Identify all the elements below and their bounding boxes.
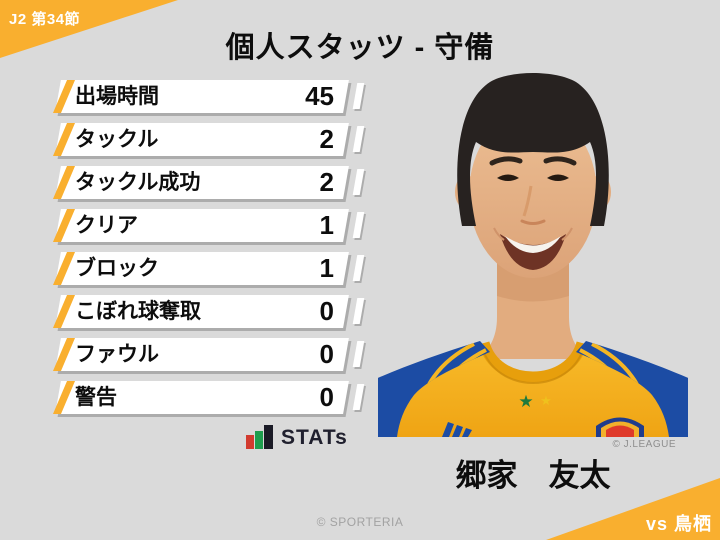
stats-wordmark: STATs xyxy=(246,424,348,450)
row-accent-stripe xyxy=(52,209,76,242)
stat-label: クリア xyxy=(75,214,138,237)
svg-text:★: ★ xyxy=(540,394,552,409)
page-title: 個人スタッツ - 守備 xyxy=(225,32,495,64)
round-badge-label: J2 第34節 xyxy=(9,11,81,28)
stat-label: こぼれ球奪取 xyxy=(75,300,201,323)
row-accent-stripe xyxy=(52,295,76,328)
row-accent-stripe xyxy=(52,338,76,371)
stat-label: ブロック xyxy=(75,257,159,280)
stat-row: こぼれ球奪取 0 xyxy=(52,295,365,328)
site-credit: © SPORTERIA xyxy=(316,515,404,529)
stats-wordmark-text: STATs xyxy=(281,426,348,449)
stat-row: 警告 0 xyxy=(52,381,365,414)
stat-value: 0 xyxy=(319,382,334,412)
stat-row: クリア 1 xyxy=(52,209,365,242)
row-accent-stripe xyxy=(52,166,76,199)
player-name: 郷家 友太 xyxy=(455,458,611,493)
row-slash-decoration xyxy=(352,83,365,109)
stat-value: 2 xyxy=(319,167,334,197)
stat-value: 1 xyxy=(319,253,334,283)
bar-chart-icon xyxy=(246,425,274,449)
row-slash-decoration xyxy=(352,384,365,410)
row-accent-stripe xyxy=(52,381,76,414)
stat-value: 2 xyxy=(319,124,334,154)
photo-credit: © J.LEAGUE xyxy=(612,439,676,450)
row-slash-decoration xyxy=(352,169,365,195)
stat-label: タックル成功 xyxy=(75,171,201,194)
stat-row: ブロック 1 xyxy=(52,252,365,285)
row-slash-decoration xyxy=(352,298,365,324)
stat-row: タックル成功 2 xyxy=(52,166,365,199)
stat-label: 出場時間 xyxy=(75,85,159,108)
row-slash-decoration xyxy=(352,126,365,152)
stat-label: タックル xyxy=(75,128,159,151)
row-accent-stripe xyxy=(52,123,76,156)
stat-label: 警告 xyxy=(75,386,117,409)
stat-row: 出場時間 45 xyxy=(52,80,365,113)
svg-text:★: ★ xyxy=(518,392,533,412)
row-slash-decoration xyxy=(352,341,365,367)
stat-row: タックル 2 xyxy=(52,123,365,156)
stat-value: 45 xyxy=(305,81,334,111)
row-accent-stripe xyxy=(52,252,76,285)
stats-list: 出場時間 45 タックル 2 タックル成功 2 クリア 1 ブロック 1 こぼれ… xyxy=(52,80,365,424)
player-photo: ★ ★ xyxy=(378,64,688,437)
stat-value: 1 xyxy=(319,210,334,240)
stat-label: ファウル xyxy=(75,343,159,366)
stat-value: 0 xyxy=(319,296,334,326)
row-slash-decoration xyxy=(352,255,365,281)
row-accent-stripe xyxy=(52,80,76,113)
player-headshot-illustration: ★ ★ xyxy=(378,73,688,437)
stat-value: 0 xyxy=(319,339,334,369)
stat-row: ファウル 0 xyxy=(52,338,365,371)
opponent-badge-label: vs 鳥栖 xyxy=(645,514,712,534)
row-slash-decoration xyxy=(352,212,365,238)
